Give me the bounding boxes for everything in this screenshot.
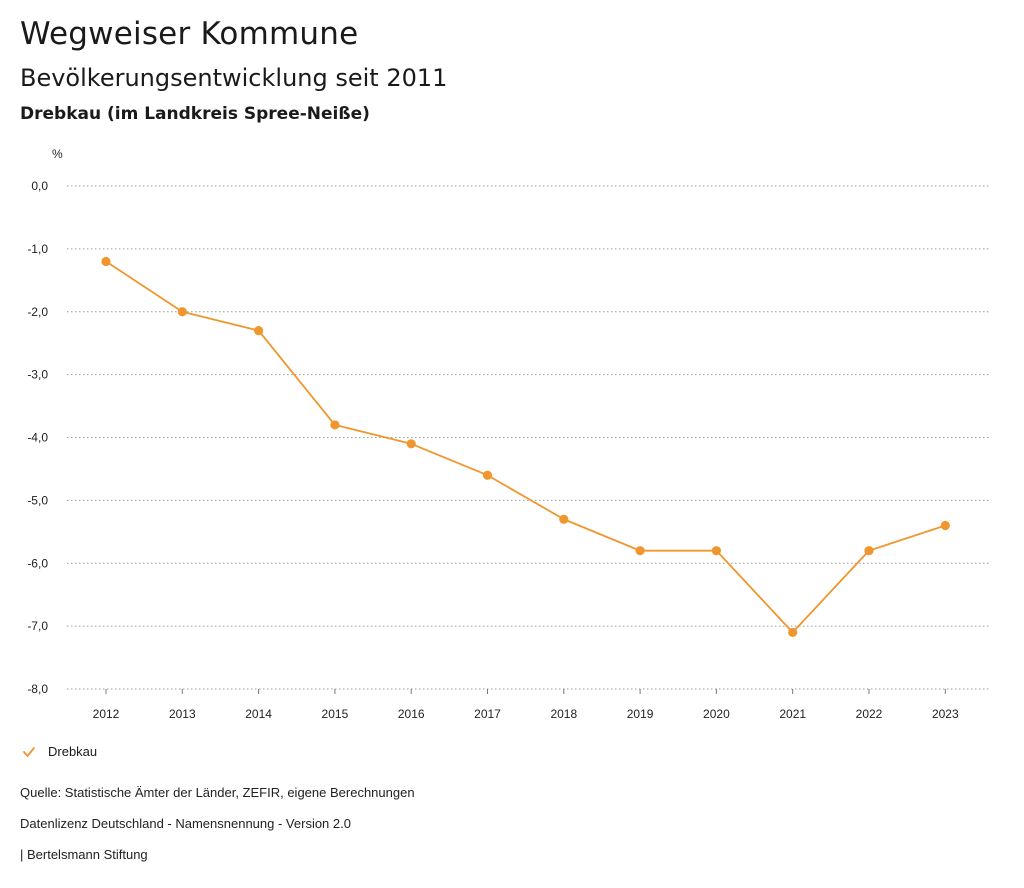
chart-grid xyxy=(67,185,990,690)
y-tick-label: -2,0 xyxy=(27,305,48,319)
data-point[interactable] xyxy=(101,256,111,267)
chart-series xyxy=(101,256,950,638)
y-tick-label: -7,0 xyxy=(27,619,48,633)
y-tick-label: -6,0 xyxy=(27,556,48,570)
data-point[interactable] xyxy=(482,470,493,480)
x-tick-label: 2021 xyxy=(779,707,806,721)
y-axis-unit-label: % xyxy=(52,147,63,161)
data-point[interactable] xyxy=(330,420,340,430)
x-tick-label: 2013 xyxy=(169,707,196,721)
license-note: Datenlizenz Deutschland - Namensnennung … xyxy=(20,816,351,831)
data-point[interactable] xyxy=(788,627,798,638)
y-tick-label: -1,0 xyxy=(27,242,48,256)
y-tick-label: -8,0 xyxy=(27,682,48,696)
data-point[interactable] xyxy=(254,326,264,336)
data-point[interactable] xyxy=(635,546,645,556)
data-point[interactable] xyxy=(177,307,187,317)
y-tick-label: 0,0 xyxy=(31,179,48,193)
region-title: Drebkau (im Landkreis Spree-Neiße) xyxy=(20,104,370,124)
data-point[interactable] xyxy=(940,520,950,531)
data-point[interactable] xyxy=(406,439,416,449)
x-tick-label: 2015 xyxy=(322,707,349,721)
data-point[interactable] xyxy=(711,546,722,556)
x-tick-label: 2018 xyxy=(550,707,577,721)
y-tick-label: -3,0 xyxy=(27,368,48,382)
line-chart: % 0,0 -1,0 -2,0 -3,0 -4,0 -5,0 -6,0 -7,0 -8,0 20… xyxy=(27,147,990,721)
y-tick-label: -4,0 xyxy=(27,431,48,445)
chart-subtitle: Bevölkerungsentwicklung seit 2011 xyxy=(20,64,448,92)
legend-label-drebkau: Drebkau xyxy=(48,744,98,759)
x-tick-label: 2017 xyxy=(474,707,501,721)
publisher-note: | Bertelsmann Stiftung xyxy=(20,847,148,862)
y-axis-ticks: 0,0 -1,0 -2,0 -3,0 -4,0 -5,0 -6,0 -7,0 -8,0 xyxy=(27,179,48,696)
y-tick-label: -5,0 xyxy=(27,493,48,507)
source-note: Quelle: Statistische Ämter der Länder, Z… xyxy=(20,785,415,800)
x-tick-label: 2023 xyxy=(932,707,959,721)
x-axis-ticks: 2012 2013 2014 2015 2016 2017 2018 2019 2020 2021… xyxy=(93,689,959,721)
x-tick-label: 2012 xyxy=(93,707,120,721)
page-title: Wegweiser Kommune xyxy=(20,16,359,52)
data-point[interactable] xyxy=(864,546,874,556)
x-tick-label: 2022 xyxy=(856,707,883,721)
chart-legend: Drebkau xyxy=(22,744,97,759)
x-tick-label: 2014 xyxy=(245,707,272,721)
x-tick-label: 2020 xyxy=(703,707,730,721)
x-tick-label: 2016 xyxy=(398,707,425,721)
series-line-drebkau xyxy=(105,260,946,634)
data-point[interactable] xyxy=(559,514,569,524)
x-tick-label: 2019 xyxy=(627,707,654,721)
legend-check-icon xyxy=(23,746,35,757)
